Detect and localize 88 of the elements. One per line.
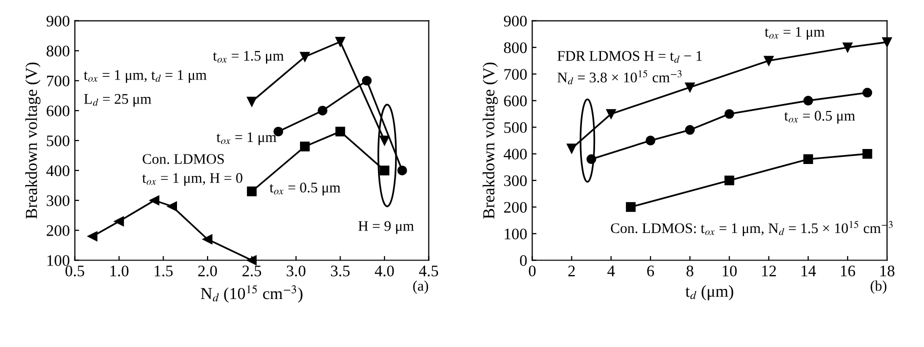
x-tick-label: 4.0 — [374, 266, 394, 276]
y-tick-label: 200 — [504, 202, 527, 213]
y-tick-label: 100 — [504, 228, 527, 240]
y-tick-label: 800 — [504, 42, 527, 54]
point — [300, 142, 310, 152]
point — [586, 154, 596, 164]
x-tick-label: 2.0 — [198, 266, 217, 276]
point — [246, 96, 257, 106]
x-tick-label: 1.5 — [154, 266, 173, 276]
x-tick-label: 3.5 — [331, 266, 350, 276]
x-axis-title: N$_{d}$ (10$^{15}$ cm$^{−3}$) — [200, 285, 302, 303]
point — [88, 231, 98, 242]
x-tick-label: 14 — [802, 266, 816, 276]
text: (a) — [413, 280, 428, 294]
x-tick-label: 10 — [722, 266, 737, 276]
point — [397, 166, 408, 176]
series-label: t$_{ox}$ = 1 μm — [216, 132, 276, 146]
annotation: L$_{d}$ = 25 μm — [84, 94, 152, 107]
point — [842, 42, 852, 52]
x-tick-label: 2.5 — [242, 266, 262, 276]
y-tick-label: 500 — [46, 135, 70, 146]
point — [300, 52, 310, 62]
point — [380, 166, 390, 176]
series-label: t$_{ox}$ = 1.5 μm — [213, 50, 284, 64]
point — [362, 76, 372, 86]
y-tick-label: 700 — [504, 68, 527, 80]
x-tick-label: 0 — [528, 266, 536, 276]
x-tick-label: 4 — [607, 266, 615, 276]
point — [685, 125, 695, 135]
point — [626, 202, 636, 212]
x-axis-title: t$_{d}$ (μm) — [685, 285, 734, 300]
x-tick-label: 16 — [841, 266, 856, 276]
point — [335, 36, 346, 47]
x-tick-label: 18 — [880, 266, 894, 276]
point — [380, 136, 390, 146]
point — [862, 148, 872, 159]
y-tick-label: 400 — [504, 148, 527, 160]
y-tick-label: 800 — [46, 46, 70, 56]
y-tick-label: 900 — [504, 16, 527, 27]
series-label: t$_{ox}$ = 1 μm — [764, 26, 825, 40]
y-tick-label: 0 — [520, 255, 527, 266]
annotation: FDR LDMOS H = t$_{d}$ − 1 — [557, 51, 702, 63]
y-tick-label: 600 — [46, 106, 70, 116]
series-label: t$_{ox}$ = 0.5 μm — [270, 182, 340, 196]
y-axis-title: Breakdown voltage (V) — [482, 62, 498, 219]
x-tick-label: 6 — [647, 266, 654, 276]
y-tick-label: 900 — [46, 16, 70, 27]
point — [566, 144, 577, 154]
point — [606, 109, 616, 119]
x-tick-label: 12 — [762, 266, 776, 276]
x-tick-label: 1.0 — [110, 266, 128, 276]
y-tick-label: 400 — [46, 165, 70, 176]
x-tick-label: 3.0 — [286, 266, 306, 276]
point — [246, 186, 257, 196]
annotation: N$_{d}$ = 3.8 × 10$^{15}$ cm$^{−3}$ — [557, 70, 682, 84]
y-tick-label: 600 — [504, 96, 527, 106]
y-tick-label: 500 — [504, 122, 527, 133]
annotation: t$_{ox}$ = 1 μm, H = 0 — [142, 173, 242, 186]
point — [862, 88, 872, 98]
point — [202, 234, 212, 244]
text: (b) — [870, 280, 886, 294]
point — [318, 106, 328, 116]
annotation: t$_{ox}$ = 1 μm, t$_{d}$ = 1 μm — [84, 70, 207, 83]
x-tick-label: 2 — [568, 266, 575, 276]
y-tick-label: 700 — [47, 76, 70, 86]
y-tick-label: 200 — [46, 225, 70, 236]
y-tick-label: 300 — [46, 195, 70, 206]
point — [803, 154, 814, 164]
series-label: t$_{ox}$ = 0.5 μm — [784, 110, 856, 124]
annotation: H = 9 μm — [358, 221, 414, 234]
point — [764, 56, 774, 66]
x-tick-label: 8 — [686, 266, 694, 276]
y-tick-label: 300 — [504, 175, 527, 186]
y-axis-title: Breakdown voltage (V) — [25, 62, 40, 219]
point — [167, 202, 178, 212]
point — [273, 126, 284, 136]
point — [646, 136, 656, 146]
x-tick-label: 4.5 — [419, 266, 438, 276]
y-tick-label: 100 — [47, 255, 70, 266]
point — [724, 109, 734, 119]
point — [114, 216, 124, 226]
x-tick-label: 0.5 — [65, 266, 84, 276]
point — [803, 96, 814, 106]
point — [150, 196, 160, 206]
point — [724, 176, 734, 186]
point — [685, 82, 695, 92]
point — [335, 126, 346, 136]
annotation: Con. LDMOS — [142, 154, 224, 164]
